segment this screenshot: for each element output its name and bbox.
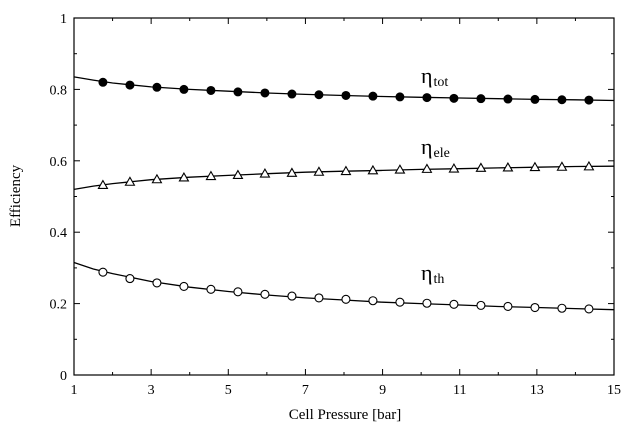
data-point-th [179, 281, 189, 292]
series-label-ele: ηele [421, 134, 450, 161]
data-point-th [314, 293, 324, 303]
data-point-th [422, 298, 432, 308]
x-tick-label: 5 [225, 383, 232, 398]
series-label-subscript: tot [434, 75, 449, 90]
y-tick-label: 0.4 [50, 226, 68, 241]
data-point-tot [314, 90, 324, 100]
data-point-th [206, 284, 216, 294]
data-point-tot [260, 88, 270, 98]
data-point-th [395, 297, 405, 307]
data-point-th [503, 301, 513, 312]
data-point-tot [557, 95, 567, 105]
markers-layer [97, 77, 595, 314]
data-point-tot [395, 92, 405, 102]
x-tick-label: 11 [453, 383, 466, 398]
data-point-tot [179, 84, 189, 94]
data-point-th [476, 300, 486, 310]
data-point-tot [206, 85, 216, 95]
y-tick-label: 1 [60, 12, 67, 27]
data-point-th [584, 304, 594, 314]
y-tick-label: 0.6 [50, 155, 68, 170]
data-point-tot [287, 89, 297, 99]
series-label-th: ηth [421, 260, 444, 287]
data-point-ele [475, 162, 487, 172]
series-label-tot: ηtot [421, 63, 448, 90]
data-point-ele [124, 176, 136, 186]
data-point-th [557, 303, 567, 313]
data-point-tot [422, 93, 432, 103]
data-point-tot [476, 94, 486, 104]
y-axis-title: Efficiency [8, 164, 24, 227]
data-point-th [287, 291, 297, 301]
data-point-ele [556, 161, 568, 171]
series-label-subscript: th [434, 272, 445, 287]
x-tick-label: 9 [379, 383, 386, 398]
series-label-symbol: η [421, 63, 433, 88]
x-tick-label: 1 [71, 383, 78, 398]
x-tick-label: 13 [530, 383, 544, 398]
data-point-tot [449, 93, 459, 103]
data-point-ele [448, 163, 460, 173]
data-point-ele [340, 165, 352, 176]
data-point-tot [584, 95, 594, 105]
data-point-th [260, 289, 270, 299]
series-label-subscript: ele [434, 146, 450, 161]
data-point-ele [583, 160, 595, 171]
data-point-th [233, 287, 243, 297]
data-point-th [530, 302, 540, 313]
ticks-layer [73, 17, 615, 376]
series-label-symbol: η [421, 260, 433, 285]
data-point-tot [125, 80, 135, 90]
data-point-ele [205, 170, 217, 181]
data-point-ele [286, 167, 298, 177]
data-point-tot [503, 94, 513, 104]
data-point-ele [502, 161, 514, 172]
data-point-th [368, 296, 378, 306]
x-tick-label: 3 [148, 383, 155, 398]
data-point-ele [529, 161, 541, 172]
data-point-ele [394, 164, 406, 174]
data-point-th [341, 294, 351, 304]
data-point-ele [178, 171, 190, 182]
data-point-tot [233, 87, 243, 97]
x-tick-label: 15 [607, 383, 621, 398]
data-point-ele [259, 168, 271, 178]
curves-layer [73, 76, 615, 311]
y-tick-label: 0 [60, 369, 67, 384]
data-point-th [98, 267, 108, 277]
data-point-th [125, 274, 135, 284]
data-point-tot [368, 91, 378, 101]
data-point-ele [367, 164, 379, 175]
plot-frame [73, 17, 615, 376]
y-tick-label: 0.2 [50, 298, 68, 313]
series-label-symbol: η [421, 134, 433, 159]
data-point-th [449, 299, 459, 309]
data-point-tot [341, 90, 351, 100]
data-point-th [152, 278, 162, 288]
data-point-tot [530, 94, 540, 104]
data-point-tot [152, 82, 162, 92]
data-point-ele [421, 163, 433, 173]
x-tick-label: 7 [302, 383, 309, 398]
data-point-tot [98, 77, 108, 87]
x-axis-title: Cell Pressure [bar] [289, 407, 401, 423]
y-tick-label: 0.8 [50, 83, 68, 98]
data-point-ele [232, 169, 244, 180]
data-point-ele [151, 173, 163, 184]
plot-area [73, 17, 615, 376]
data-point-ele [97, 179, 109, 190]
data-point-ele [313, 166, 325, 176]
